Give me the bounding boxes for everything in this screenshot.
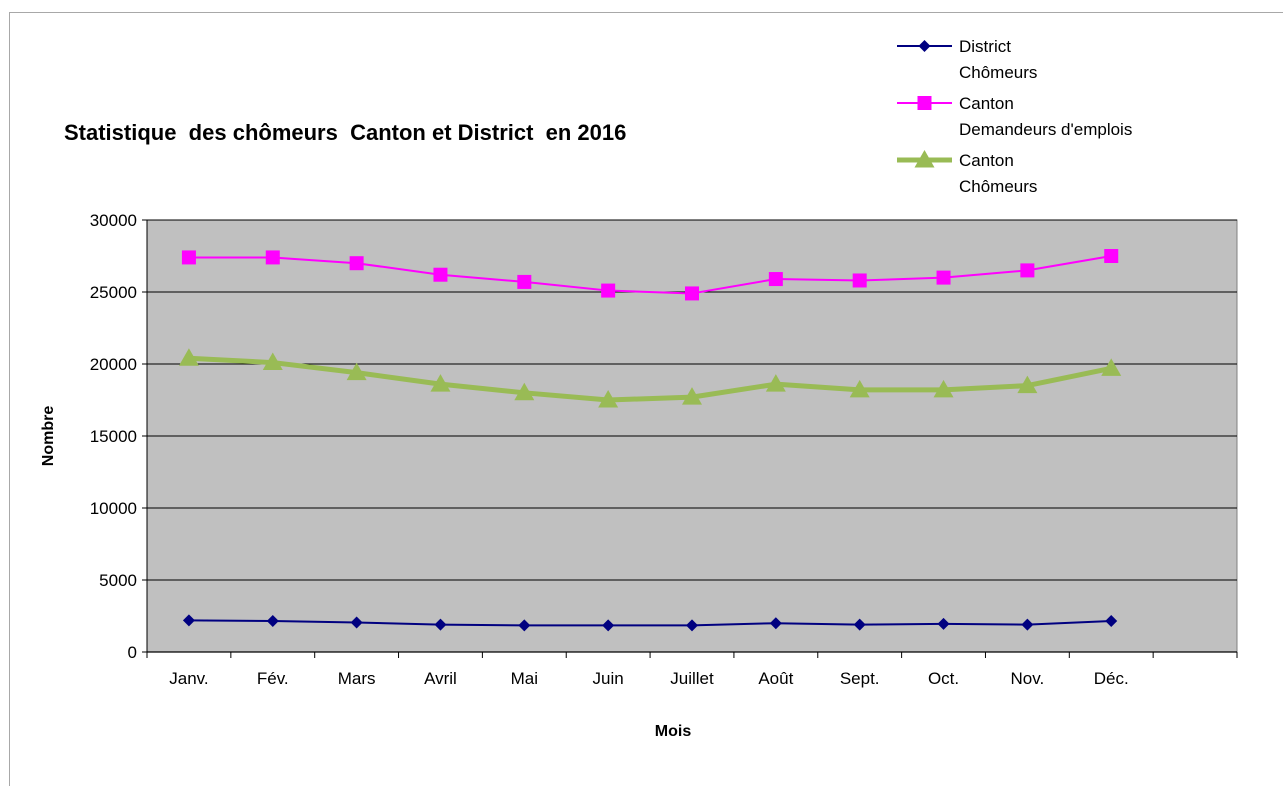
x-tick-label: Juillet — [670, 669, 714, 688]
x-tick-label: Août — [758, 669, 793, 688]
series-line — [188, 619, 1112, 627]
series-layer — [178, 249, 1122, 632]
data-point — [182, 614, 195, 627]
series-0 — [182, 614, 1118, 632]
series-2 — [178, 348, 1122, 408]
data-point — [514, 382, 535, 401]
data-point — [598, 390, 619, 408]
data-point — [266, 615, 279, 628]
data-point — [937, 617, 950, 630]
x-axis-title: Mois — [655, 723, 692, 740]
data-point — [517, 274, 532, 289]
y-tick-label: 15000 — [90, 427, 137, 446]
series-1 — [181, 249, 1119, 301]
data-point — [350, 616, 363, 629]
data-point — [1105, 615, 1118, 628]
legend-label: District — [959, 37, 1011, 56]
y-axis-title: Nombre — [40, 406, 57, 467]
series-line — [188, 355, 1112, 403]
data-point — [1101, 358, 1122, 376]
data-point — [433, 267, 448, 282]
y-tick-label: 20000 — [90, 355, 137, 374]
legend: District Chômeurs Canton Demandeurs d'emplo… — [897, 37, 1132, 196]
data-point — [682, 387, 702, 405]
data-point — [1021, 618, 1034, 631]
legend-marker — [918, 40, 931, 52]
data-point — [265, 250, 280, 265]
data-point — [849, 379, 870, 398]
legend-item-1: Canton Demandeurs d'emplois — [897, 94, 1132, 139]
x-tick-label: Sept. — [840, 669, 880, 688]
x-tick-label: Mars — [338, 669, 376, 688]
data-point — [769, 617, 782, 630]
data-point — [768, 272, 783, 287]
data-point — [349, 256, 364, 271]
data-point — [853, 618, 866, 631]
x-tick-label: Déc. — [1094, 669, 1129, 688]
x-tick-label: Nov. — [1011, 669, 1045, 688]
x-tick-label: Juin — [593, 669, 624, 688]
y-tick-label: 0 — [128, 643, 137, 662]
data-point — [936, 270, 951, 285]
legend-label: Chômeurs — [959, 63, 1037, 82]
gridlines — [147, 219, 1237, 581]
data-point — [434, 618, 447, 631]
y-axis: 0 5000 10000 15000 20000 25000 30000 — [90, 211, 148, 662]
data-point — [518, 619, 531, 632]
x-tick-label: Janv. — [169, 669, 208, 688]
x-tick-label: Fév. — [257, 669, 289, 688]
x-axis: Janv. Fév. Mars Avril Mai Juin Juillet Août Sept… — [146, 651, 1238, 688]
series-line — [188, 255, 1112, 295]
data-point — [933, 379, 954, 398]
data-point — [602, 619, 615, 632]
legend-marker — [914, 150, 935, 168]
data-point — [430, 374, 451, 392]
data-point — [1017, 375, 1038, 394]
data-point — [262, 352, 283, 371]
y-tick-label: 25000 — [90, 283, 137, 302]
data-point — [765, 374, 786, 392]
data-point — [178, 348, 199, 366]
legend-label: Demandeurs d'emplois — [959, 120, 1132, 139]
data-point — [601, 283, 616, 298]
legend-label: Canton — [959, 151, 1014, 170]
data-point — [685, 286, 699, 301]
data-point — [346, 362, 367, 381]
legend-marker — [917, 96, 932, 110]
legend-item-0: District Chômeurs — [897, 37, 1037, 82]
x-tick-label: Mai — [511, 669, 538, 688]
legend-item-2: Canton Chômeurs — [897, 150, 1037, 196]
x-tick-label: Oct. — [928, 669, 959, 688]
x-tick-label: Avril — [424, 669, 457, 688]
data-point — [1104, 249, 1119, 263]
y-tick-label: 5000 — [99, 571, 137, 590]
data-point — [1020, 263, 1035, 278]
data-point — [686, 619, 698, 632]
legend-label: Canton — [959, 94, 1014, 113]
chart-frame — [9, 12, 1283, 786]
legend-label: Chômeurs — [959, 177, 1037, 196]
y-tick-label: 30000 — [90, 211, 137, 230]
data-point — [181, 250, 196, 265]
y-tick-label: 10000 — [90, 499, 137, 518]
chart-title: Statistique des chômeurs Canton et Distr… — [64, 120, 626, 145]
data-point — [852, 273, 867, 288]
